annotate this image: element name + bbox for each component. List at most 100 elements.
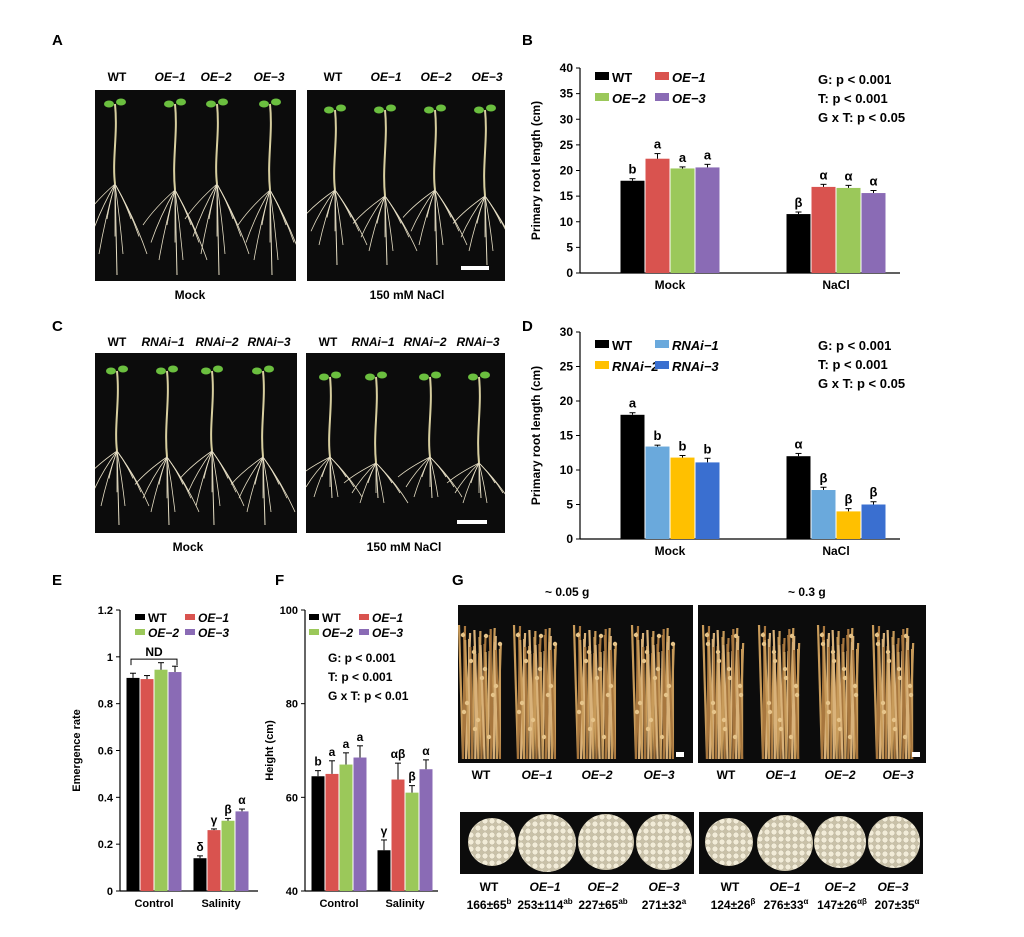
scale-bar bbox=[912, 752, 920, 757]
significance-label: a bbox=[654, 137, 662, 152]
bar bbox=[193, 858, 207, 891]
panel-c-header-rnai3: RNAi−3 bbox=[247, 335, 291, 349]
bar bbox=[221, 820, 235, 891]
photo-a-mock bbox=[95, 90, 296, 281]
seedling-drawing bbox=[307, 104, 505, 266]
bar bbox=[670, 168, 695, 273]
panel-a-header-oe2: OE−2 bbox=[200, 70, 232, 84]
panel-g-seed-value-oe1: 253±114ab bbox=[517, 897, 573, 912]
significance-label: δ bbox=[196, 840, 203, 854]
y-tick-label: 15 bbox=[560, 429, 574, 443]
nd-label: ND bbox=[145, 645, 163, 659]
significance-label: b bbox=[704, 441, 712, 456]
bar bbox=[620, 414, 645, 539]
panel-letter-a: A bbox=[52, 32, 63, 49]
legend-swatch bbox=[135, 629, 145, 635]
panel-g-plant-label-oe1: OE−1 bbox=[521, 768, 553, 782]
x-tick-label: Salinity bbox=[385, 898, 425, 910]
legend-swatch bbox=[359, 614, 369, 620]
seedling bbox=[402, 104, 468, 266]
plant-bundle bbox=[512, 624, 558, 760]
panel-c-header-rnai2-nacl: RNAi−2 bbox=[403, 335, 447, 349]
y-tick-label: 30 bbox=[560, 112, 574, 126]
stats-text: G: p < 0.001 bbox=[328, 651, 396, 665]
y-tick-label: 15 bbox=[560, 189, 574, 203]
seedling bbox=[343, 371, 409, 504]
significance-label: β bbox=[820, 470, 828, 485]
significance-label: β bbox=[224, 802, 231, 816]
panel-letter-g: G bbox=[452, 572, 464, 589]
legend-swatch bbox=[309, 629, 319, 635]
y-tick-label: 40 bbox=[286, 886, 298, 898]
significance-label: α bbox=[820, 167, 828, 182]
panel-g-seed-value-oe1-r: 276±33α bbox=[763, 897, 809, 912]
panel-c-caption-nacl: 150 mM NaCl bbox=[366, 540, 442, 554]
bar bbox=[353, 757, 367, 891]
panel-g-seed-value-wt-r: 124±26β bbox=[710, 897, 756, 912]
significance-label: b bbox=[679, 439, 687, 454]
nd-bracket bbox=[130, 658, 178, 666]
significance-label: b bbox=[654, 428, 662, 443]
significance-label: a bbox=[329, 745, 336, 759]
significance-label: α bbox=[795, 436, 803, 451]
seedling bbox=[230, 365, 296, 526]
legend-label: WT bbox=[612, 70, 632, 85]
significance-label: a bbox=[343, 737, 350, 751]
x-tick-label: Mock bbox=[655, 278, 686, 292]
y-tick-label: 0.6 bbox=[98, 746, 113, 758]
bar bbox=[168, 672, 182, 891]
y-tick-label: 0.2 bbox=[98, 839, 113, 851]
stats-text: G x T: p < 0.05 bbox=[818, 110, 905, 125]
seedling bbox=[397, 371, 463, 499]
legend-swatch bbox=[595, 340, 609, 348]
panel-g-seed-label-wt-r: WT bbox=[720, 880, 740, 894]
legend-swatch bbox=[359, 629, 369, 635]
seed-plate bbox=[518, 814, 576, 872]
panel-letter-f: F bbox=[275, 572, 285, 589]
panel-c-header-rnai2: RNAi−2 bbox=[195, 335, 239, 349]
bar bbox=[620, 180, 645, 273]
panel-g-seed-label-oe3: OE−3 bbox=[648, 880, 680, 894]
panel-c-header-rnai1: RNAi−1 bbox=[141, 335, 185, 349]
legend-label: OE−1 bbox=[198, 611, 229, 625]
plant-bundle bbox=[816, 624, 860, 760]
stats-text: G x T: p < 0.01 bbox=[328, 689, 409, 703]
y-tick-label: 80 bbox=[286, 699, 298, 711]
plant-bundle bbox=[572, 624, 618, 760]
significance-label: β bbox=[845, 492, 853, 507]
panel-a-header-wt-nacl: WT bbox=[323, 70, 343, 84]
y-tick-label: 0 bbox=[566, 266, 573, 280]
panel-g-seed-value-oe2-r: 147±26αβ bbox=[817, 897, 867, 912]
bar bbox=[325, 773, 339, 891]
bar bbox=[786, 214, 811, 273]
stats-text: T: p < 0.001 bbox=[818, 357, 888, 372]
legend-label: OE−3 bbox=[198, 626, 229, 640]
bar bbox=[419, 769, 433, 891]
plant-bundle bbox=[757, 624, 801, 760]
y-tick-label: 10 bbox=[560, 215, 574, 229]
bar bbox=[670, 457, 695, 539]
panel-g-plant-label-wt: WT bbox=[471, 768, 491, 782]
legend-label: OE−3 bbox=[372, 626, 403, 640]
x-tick-label: NaCl bbox=[822, 544, 849, 558]
panel-a-header-oe3-nacl: OE−3 bbox=[471, 70, 503, 84]
stats-text: G: p < 0.001 bbox=[818, 72, 891, 87]
plant-bundle bbox=[630, 624, 676, 760]
panel-c-header-rnai3-nacl: RNAi−3 bbox=[456, 335, 500, 349]
panel-letter-e: E bbox=[52, 572, 63, 589]
plant-bundle bbox=[701, 624, 745, 760]
seed-plate bbox=[868, 816, 920, 868]
legend-swatch bbox=[655, 93, 669, 101]
seedling bbox=[306, 371, 363, 499]
panel-g-seed-label-oe3-r: OE−3 bbox=[877, 880, 909, 894]
bar bbox=[836, 511, 861, 539]
panel-g-seed-value-oe3-r: 207±35α bbox=[874, 897, 920, 912]
panel-letter-c: C bbox=[52, 318, 63, 335]
seed-plate bbox=[578, 814, 634, 870]
panel-g-seed-label-wt: WT bbox=[479, 880, 499, 894]
significance-label: a bbox=[679, 150, 687, 165]
bar bbox=[405, 792, 419, 891]
panel-g-plant-label-oe2-r: OE−2 bbox=[824, 768, 856, 782]
bar bbox=[140, 679, 154, 891]
panel-a-header-oe2-nacl: OE−2 bbox=[420, 70, 452, 84]
